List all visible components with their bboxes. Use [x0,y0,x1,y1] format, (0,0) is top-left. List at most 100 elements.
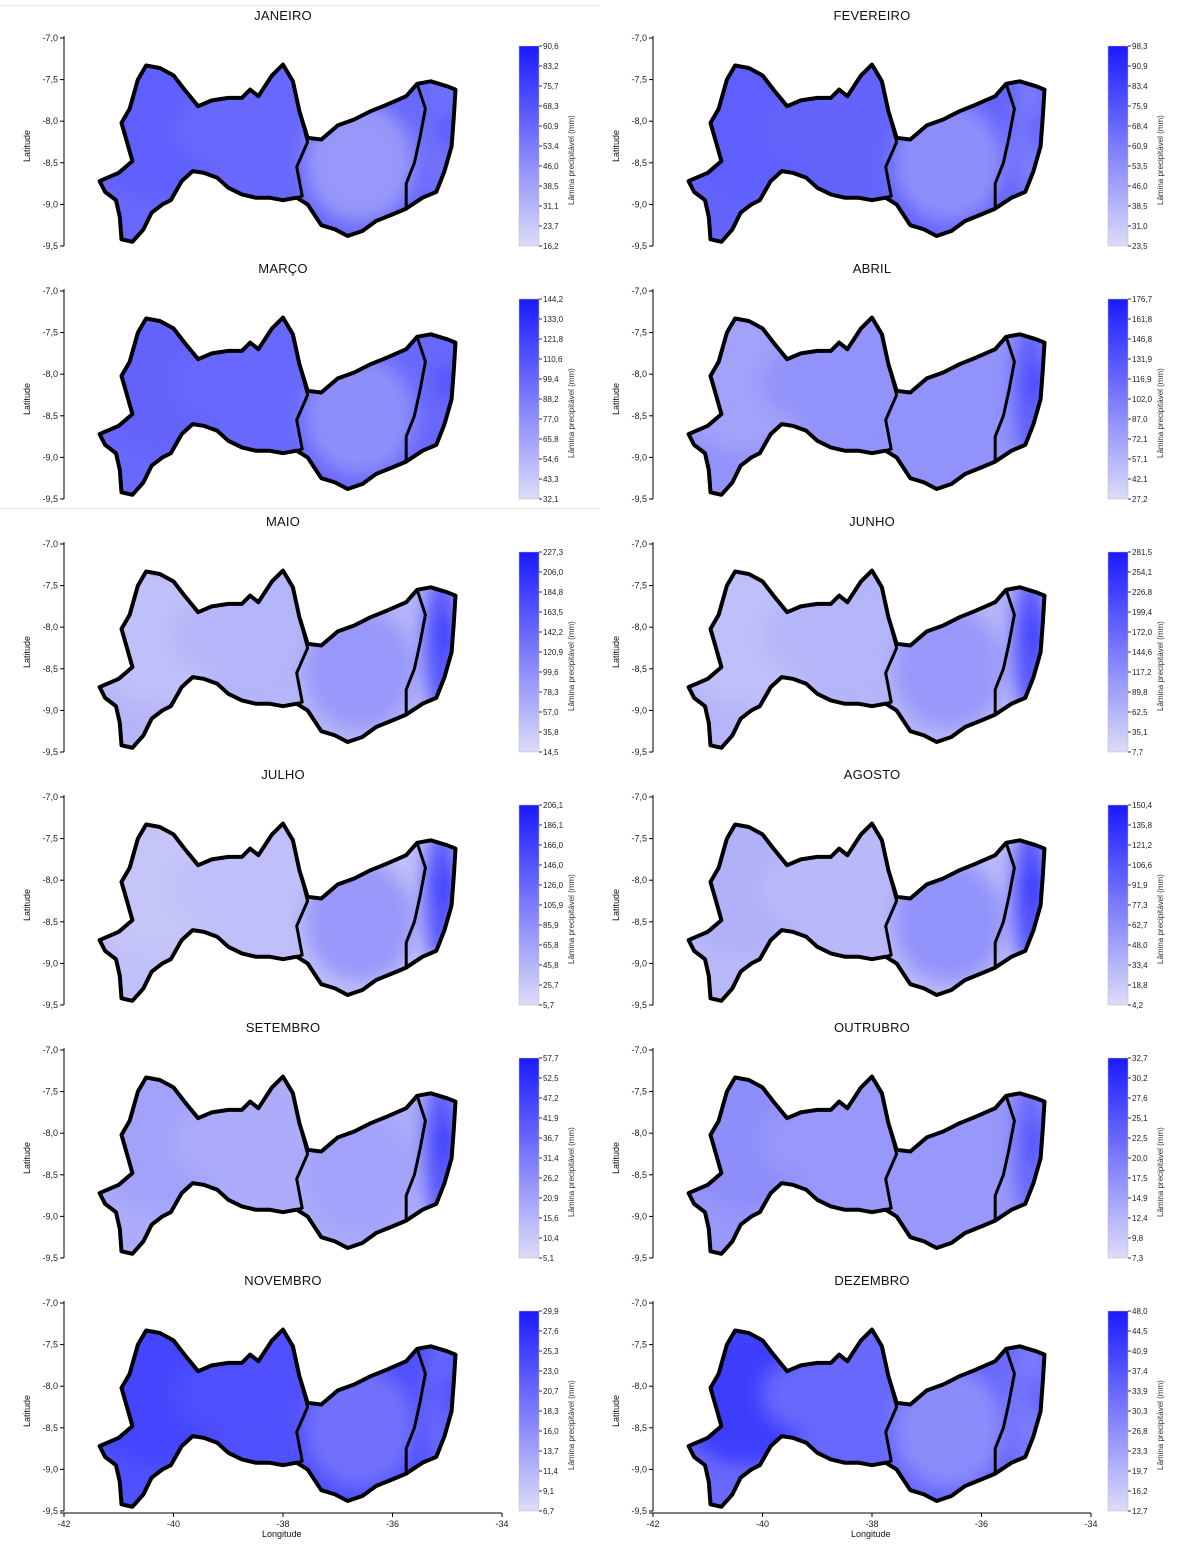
map-title: AGOSTO [843,767,901,782]
colorbar [518,551,540,753]
y-tick-label: -9,0 [42,199,58,209]
colorbar-tick-label: 44,5 [1132,1327,1148,1336]
precipitation-field [688,64,1045,242]
region-boundary [295,1375,310,1465]
y-tick-label: -8,0 [42,1128,58,1138]
map-panel-novembro: NOVEMBRO Latitude -7,0 -7,5 -8,0 -8,5 -9,0 -9,5… [0,1265,588,1539]
colorbar-label: Lâmina precipitável (mm) [567,115,576,205]
colorbar-tick-label: 87,0 [1132,415,1148,424]
region-boundary [295,616,310,706]
colorbar-tick-label: 47,2 [543,1094,559,1103]
colorbar-tick-label: 41,9 [543,1114,559,1123]
colorbar [1107,298,1129,500]
map-title: MARÇO [258,261,308,276]
region-boundary [993,1348,1016,1474]
map-panel-dezembro: DEZEMBRO Latitude -7,0 -7,5 -8,0 -8,5 -9,0 -9,5… [589,1265,1177,1539]
colorbar-tick-label: 121,2 [1132,841,1153,850]
state-outline [686,315,1047,497]
colorbar-tick-label: 20,9 [543,1194,559,1203]
state-outline [686,1327,1047,1509]
y-tick-label: -8,5 [42,1423,58,1433]
y-tick-label: -8,0 [631,875,647,885]
colorbar-tick-label: 65,8 [543,941,559,950]
colorbar-tick-label: 33,9 [1132,1387,1148,1396]
map-panel-junho: JUNHO Latitude -7,0 -7,5 -8,0 -8,5 -9,0 -9,5 281… [589,506,1177,760]
colorbar-tick-label: 37,4 [1132,1367,1148,1376]
map-svg: -7,0 -7,5 -8,0 -8,5 -9,0 -9,5 48,0 44,5 40,9 37,4… [631,1298,1148,1529]
colorbar-label: Lâmina precipitável (mm) [567,368,576,458]
colorbar-tick-label: 60,9 [1132,142,1148,151]
colorbar-tick-label: 20,7 [543,1387,559,1396]
colorbar-tick-label: 53,4 [543,142,559,151]
map-svg: -7,0 -7,5 -8,0 -8,5 -9,0 -9,5 98,3 90,9 83,4 75,9… [631,33,1148,251]
map-title: OUTRUBRO [834,1020,910,1035]
colorbar [1107,1057,1129,1259]
region-boundary [295,869,310,959]
colorbar-tick-label: 184,8 [543,588,564,597]
colorbar-tick-label: 227,3 [543,548,564,557]
map-title: ABRIL [852,261,892,276]
y-tick-label: -8,5 [631,1423,647,1433]
y-tick-label: -8,5 [42,158,58,168]
x-tick-label: -34 [495,1519,508,1529]
colorbar-tick-label: 54,6 [543,455,559,464]
map-panel-março: MARÇO Latitude -7,0 -7,5 -8,0 -8,5 -9,0 -9,5 144… [0,253,588,507]
y-tick-label: -7,5 [631,1340,647,1350]
y-tick-label: -8,0 [631,622,647,632]
colorbar-tick-label: 146,0 [543,861,564,870]
colorbar-tick-label: 77,3 [1132,901,1148,910]
y-tick-label: -8,0 [631,1128,647,1138]
y-tick-label: -8,5 [42,917,58,927]
state-outline [97,1074,458,1256]
region-boundary [993,842,1016,968]
colorbar-tick-label: 26,2 [543,1174,559,1183]
map-panel-janeiro: JANEIRO Latitude -7,0 -7,5 -8,0 -8,5 -9,0 -9,5 9… [0,0,588,254]
y-tick-label: -9,5 [42,494,58,504]
colorbar-tick-label: 88,2 [543,395,559,404]
colorbar-tick-label: 206,1 [543,801,564,810]
map-svg: -7,0 -7,5 -8,0 -8,5 -9,0 -9,5 144,2 133,0 121,8 1… [42,286,563,504]
y-tick-label: -8,0 [42,622,58,632]
colorbar-tick-label: 6,7 [543,1507,555,1516]
state-outline [686,62,1047,244]
precipitation-field [688,823,1045,1001]
colorbar-tick-label: 32,1 [543,495,559,504]
colorbar-tick-label: 172,0 [1132,628,1153,637]
colorbar-tick-label: 199,4 [1132,608,1153,617]
y-tick-label: -7,5 [42,1087,58,1097]
colorbar-tick-label: 83,2 [543,62,559,71]
colorbar-tick-label: 5,7 [543,1001,555,1010]
map-title: SETEMBRO [245,1020,321,1035]
region-boundary [993,1095,1016,1221]
colorbar-tick-label: 146,8 [1132,335,1153,344]
colorbar-tick-label: 120,9 [543,648,564,657]
map-svg: -7,0 -7,5 -8,0 -8,5 -9,0 -9,5 227,3 206,0 184,8 1… [42,539,564,757]
y-tick-label: -9,0 [631,1464,647,1474]
colorbar-tick-label: 23,0 [543,1367,559,1376]
colorbar [1107,1310,1129,1512]
y-tick-label: -9,0 [631,199,647,209]
region-boundary [295,110,310,200]
colorbar-tick-label: 40,9 [1132,1347,1148,1356]
colorbar-tick-label: 25,3 [543,1347,559,1356]
colorbar-tick-label: 83,4 [1132,82,1148,91]
colorbar-tick-label: 62,5 [1132,708,1148,717]
region-boundary [993,83,1016,209]
region-boundary [884,869,899,959]
colorbar-tick-label: 14,9 [1132,1194,1148,1203]
colorbar-tick-label: 27,6 [1132,1094,1148,1103]
colorbar-tick-label: 43,3 [543,475,559,484]
map-panel-agosto: AGOSTO Latitude -7,0 -7,5 -8,0 -8,5 -9,0 -9,5 15… [589,759,1177,1013]
y-tick-label: -9,5 [631,494,647,504]
state-outline [97,821,458,1003]
y-tick-label: -9,0 [631,958,647,968]
x-tick-label: -40 [756,1519,769,1529]
state-outline [686,1074,1047,1256]
colorbar-tick-label: 98,3 [1132,42,1148,51]
colorbar-tick-label: 57,7 [543,1054,559,1063]
colorbar-tick-label: 30,3 [1132,1407,1148,1416]
panel-separator [0,508,600,509]
y-tick-label: -7,0 [42,286,58,296]
colorbar-tick-label: 13,7 [543,1447,559,1456]
x-tick-label: -36 [386,1519,399,1529]
